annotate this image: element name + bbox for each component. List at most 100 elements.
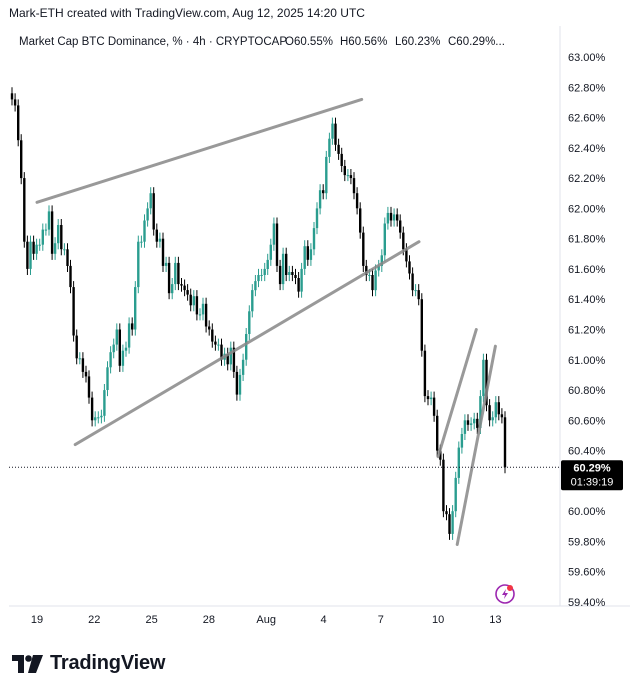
candle	[500, 408, 504, 424]
y-tick-label: 60.00%	[568, 506, 606, 518]
y-tick-label: 61.20%	[568, 325, 606, 337]
candle	[134, 281, 137, 336]
candle	[189, 288, 192, 312]
candle	[214, 335, 217, 351]
candle	[161, 232, 165, 272]
candle	[306, 240, 309, 266]
trendline[interactable]	[35, 97, 364, 204]
candle	[426, 390, 430, 406]
candle	[414, 284, 417, 297]
candle	[149, 187, 152, 215]
candle	[140, 235, 143, 248]
candle	[152, 187, 155, 236]
candle	[285, 247, 288, 282]
candle	[309, 243, 313, 266]
candle	[263, 262, 266, 282]
time-axis: 19 22 25 28 Aug 4 7 10 13	[31, 614, 502, 626]
candle	[217, 338, 220, 351]
x-tick-label: Aug	[256, 614, 276, 626]
candle	[97, 411, 100, 424]
candle	[334, 117, 337, 151]
candle	[352, 172, 356, 200]
candle	[359, 202, 362, 239]
y-tick-label: 62.00%	[568, 203, 606, 215]
candle	[362, 226, 365, 272]
trendline[interactable]	[455, 344, 497, 546]
candle	[109, 346, 112, 374]
candle	[503, 411, 507, 474]
candle	[167, 256, 171, 300]
y-tick-label: 61.40%	[568, 294, 606, 306]
x-tick-label: 25	[145, 614, 157, 626]
candle	[251, 284, 254, 318]
candle	[155, 223, 158, 248]
trendline[interactable]	[436, 328, 478, 459]
candle	[266, 253, 269, 275]
candle	[457, 441, 460, 484]
candle	[448, 508, 451, 540]
candle	[396, 208, 399, 227]
candle	[466, 414, 470, 431]
candle	[192, 290, 195, 312]
candle	[349, 169, 353, 185]
candle	[69, 259, 72, 294]
candle	[57, 219, 60, 250]
candle	[399, 214, 402, 239]
replay-icon[interactable]	[495, 584, 515, 604]
candle	[365, 259, 368, 282]
candle	[408, 255, 411, 280]
candle	[118, 323, 121, 372]
candle	[174, 256, 177, 291]
candle	[303, 240, 306, 275]
candle	[106, 361, 109, 397]
candle	[35, 238, 38, 260]
candle	[318, 184, 322, 215]
candle	[50, 205, 54, 260]
candle	[272, 217, 276, 251]
y-tick-label: 60.60%	[568, 415, 606, 427]
candle	[325, 150, 328, 200]
candle	[420, 293, 423, 357]
y-tick-label: 59.60%	[568, 567, 606, 579]
candle	[226, 347, 229, 371]
candle	[208, 320, 211, 336]
price-chart[interactable]: Market Cap BTC Dominance, % · 4h · CRYPT…	[9, 26, 630, 630]
candle	[127, 317, 131, 354]
candle	[278, 259, 282, 291]
ohlc-high: H60.56%	[340, 36, 387, 48]
candle	[204, 297, 208, 333]
candle	[411, 267, 414, 297]
candle	[100, 409, 103, 424]
candle	[94, 411, 97, 427]
trendlines[interactable]	[35, 97, 497, 546]
y-tick-label: 61.80%	[568, 234, 606, 246]
candle	[386, 206, 390, 230]
candle	[121, 344, 125, 372]
candle	[60, 219, 63, 256]
candle	[275, 217, 279, 272]
candle	[485, 353, 488, 412]
candle	[186, 284, 189, 301]
candle	[131, 317, 134, 336]
candle	[112, 338, 115, 359]
chart-area[interactable]: Market Cap BTC Dominance, % · 4h · CRYPT…	[9, 26, 630, 630]
candle	[322, 184, 325, 200]
candle	[473, 412, 476, 430]
candle	[26, 235, 29, 275]
trendline[interactable]	[73, 240, 421, 447]
candle	[442, 453, 445, 518]
y-tick-label: 60.80%	[568, 385, 606, 397]
candle	[436, 409, 439, 457]
candle	[143, 214, 146, 248]
candle	[491, 411, 494, 427]
brand-name: TradingView	[50, 652, 166, 674]
candle	[269, 238, 272, 266]
candle	[195, 290, 199, 321]
bar-countdown: 01:39:19	[571, 476, 614, 488]
candle	[355, 187, 359, 215]
candle	[201, 297, 205, 321]
candle	[374, 264, 377, 297]
y-tick-label: 59.80%	[568, 536, 606, 548]
x-tick-label: 28	[203, 614, 215, 626]
ohlc-close: C60.29%...	[448, 36, 505, 48]
